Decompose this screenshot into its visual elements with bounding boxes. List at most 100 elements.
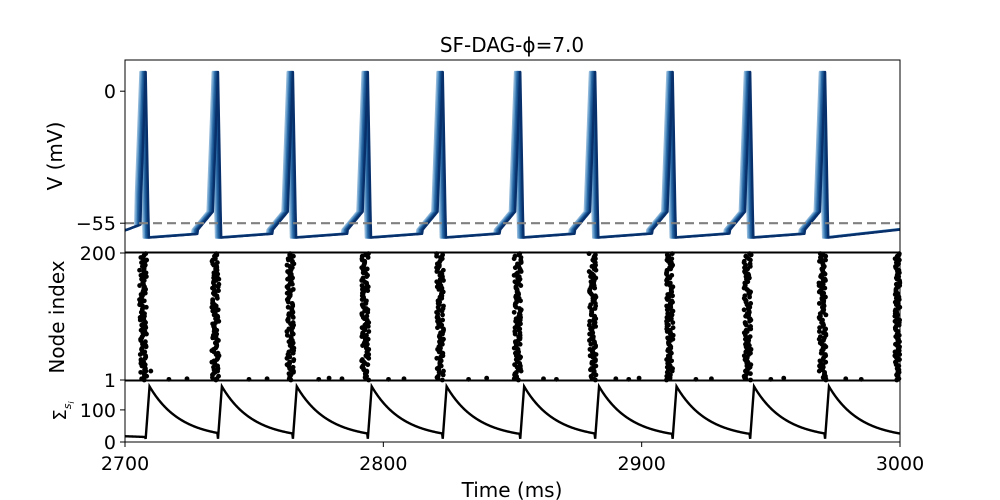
raster-dot — [366, 329, 372, 334]
raster-dot — [586, 251, 592, 257]
raster-dot — [360, 275, 366, 281]
raster-dot — [747, 261, 753, 267]
raster-dot — [747, 334, 753, 339]
raster-dot — [359, 357, 365, 362]
raster-dot — [636, 375, 642, 381]
raster-dot — [144, 257, 150, 263]
raster-dot — [137, 267, 142, 273]
raster-dot — [139, 260, 144, 265]
raster-dot — [215, 307, 221, 313]
raster-dot — [287, 359, 292, 365]
raster-dot — [291, 253, 296, 259]
voltage-trace-4 — [124, 70, 901, 239]
synaptic-sum-trace — [124, 382, 901, 440]
synaptic-panel-frame — [124, 380, 901, 443]
raster-dot — [286, 371, 292, 377]
raster-y-label: Node index — [45, 260, 69, 373]
raster-dot — [287, 251, 293, 257]
raster-dot — [512, 279, 518, 285]
raster-dot — [440, 252, 446, 258]
raster-dot — [591, 339, 597, 345]
raster-dot — [743, 253, 749, 259]
raster-dot — [359, 302, 365, 308]
raster-dot — [285, 304, 291, 310]
raster-dot — [817, 251, 823, 257]
raster-dot — [484, 375, 490, 381]
raster-dot — [741, 258, 747, 264]
synaptic-tick-label: 0 — [104, 432, 116, 454]
raster-dot — [285, 316, 291, 322]
voltage-tick-label: 0 — [104, 81, 116, 103]
raster-dot — [434, 251, 440, 257]
x-tick-label: 3000 — [876, 453, 924, 475]
raster-dot — [816, 280, 822, 286]
raster-dot — [747, 251, 753, 257]
raster-dot — [326, 375, 332, 381]
raster-dot — [359, 283, 365, 288]
raster-dot — [290, 286, 296, 292]
chart-title: SF-DAG-ϕ=7.0 — [440, 33, 584, 57]
sum-subsubscript: i — [67, 401, 76, 404]
raster-dot — [664, 303, 670, 309]
raster-dot — [515, 261, 520, 267]
raster-dot — [441, 303, 446, 309]
raster-dot — [290, 258, 295, 264]
raster-dot — [138, 369, 144, 375]
raster-dot — [586, 322, 592, 328]
raster-dot — [664, 315, 670, 320]
raster-dot — [741, 307, 747, 313]
raster-panel-frame — [124, 252, 901, 381]
voltage-panel: 0 −55 V (mV) — [43, 59, 901, 253]
raster-dot — [748, 323, 754, 329]
raster-dot — [817, 334, 823, 339]
voltage-traces — [124, 70, 901, 239]
raster-dot — [210, 297, 216, 302]
voltage-y-label: V (mV) — [43, 122, 67, 191]
raster-dot — [290, 313, 295, 319]
raster-dot — [513, 284, 519, 290]
raster-dot — [587, 346, 593, 352]
raster-dot — [588, 341, 594, 347]
sum-subscript: s — [61, 403, 74, 409]
raster-dot — [816, 329, 822, 334]
x-axis-label: Time (ms) — [461, 478, 563, 500]
raster-dot — [512, 253, 518, 259]
raster-dot — [517, 251, 523, 257]
raster-dot — [670, 325, 676, 331]
raster-dot — [138, 357, 144, 362]
raster-dot — [215, 350, 221, 356]
raster-dot — [216, 373, 221, 379]
raster-dot — [435, 373, 441, 379]
raster-dot — [512, 329, 518, 334]
raster-dot — [748, 346, 754, 352]
raster-dot — [440, 267, 446, 273]
synaptic-y-label: Σsi — [50, 401, 76, 421]
raster-tick-label: 200 — [80, 243, 116, 265]
raster-dot — [823, 257, 828, 263]
raster-dots — [137, 251, 903, 383]
raster-dot — [896, 251, 902, 257]
raster-dot — [214, 260, 220, 265]
synaptic-tick-label: 100 — [80, 400, 116, 422]
raster-dot — [139, 345, 145, 351]
raster-dot — [290, 320, 296, 325]
voltage-y-ticks: 0 −55 — [76, 81, 125, 235]
raster-dot — [286, 311, 292, 317]
raster-dot — [669, 298, 675, 304]
raster-dot — [284, 262, 290, 268]
raster-dot — [742, 293, 748, 299]
raster-dot — [816, 301, 822, 306]
raster-dot — [216, 288, 221, 294]
raster-dot — [781, 375, 787, 381]
voltage-tick-label: −55 — [76, 213, 116, 235]
raster-dot — [665, 311, 671, 317]
sum-symbol: Σ — [50, 409, 71, 420]
x-tick-label: 2900 — [617, 453, 665, 475]
x-tick-label: 2700 — [101, 453, 149, 475]
raster-dot — [216, 281, 222, 287]
raster-dot — [586, 269, 592, 274]
raster-dot — [143, 304, 149, 310]
